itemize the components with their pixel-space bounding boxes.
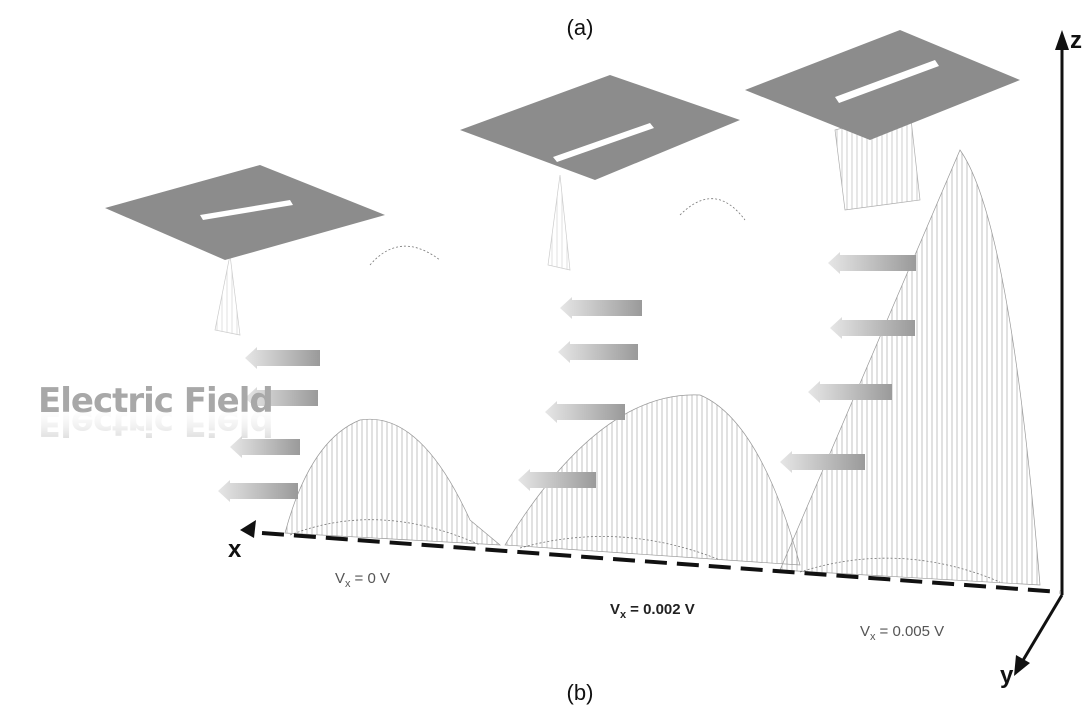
axis-label: y (1000, 662, 1014, 689)
panel-label: (b) (567, 680, 594, 705)
voltage-label: Vx = 0 V (335, 570, 390, 590)
voltage-symbol: V (860, 623, 870, 640)
voltage-label: Vx = 0.005 V (860, 623, 944, 643)
voltage-subscript: x (870, 631, 876, 643)
field-label-reflection: Electric Field (38, 403, 273, 443)
voltage-symbol: V (610, 601, 620, 618)
y-arrowhead (1014, 655, 1030, 676)
panel-label: (a) (567, 15, 594, 40)
field-label: Electric Field (38, 381, 273, 421)
field-arrow (545, 401, 625, 423)
mesh-surfaces (214, 109, 1041, 586)
voltage-labels: Vx = 0 VVx = 0.002 VVx = 0.005 V (335, 570, 944, 643)
field-arrow (245, 347, 320, 369)
z-arrowhead (1055, 30, 1069, 50)
field-arrow (245, 387, 318, 409)
voltage-value: = 0 V (355, 570, 390, 587)
voltage-label: Vx = 0.002 V (610, 601, 695, 621)
field-arrow (558, 341, 638, 363)
voltage-symbol: V (335, 570, 345, 587)
voltage-subscript: x (345, 578, 351, 590)
field-arrow (518, 469, 596, 491)
field-arrow (218, 480, 298, 502)
x-arrowhead (240, 520, 256, 538)
field-arrows (218, 252, 916, 502)
axis-label: x (228, 536, 242, 563)
field-arrow (230, 436, 300, 458)
field-arrow (808, 381, 892, 403)
voltage-value: = 0.002 V (630, 601, 695, 618)
field-arrow (828, 252, 916, 274)
y-axis-line (1020, 594, 1064, 663)
x-axis-line (261, 531, 1061, 594)
field-arrow (780, 451, 865, 473)
planes (105, 30, 1020, 260)
field-arrow (830, 317, 915, 339)
field-arrow (560, 297, 642, 319)
voltage-value: = 0.005 V (880, 623, 945, 640)
axis-label: z (1070, 27, 1082, 54)
voltage-subscript: x (620, 609, 627, 621)
